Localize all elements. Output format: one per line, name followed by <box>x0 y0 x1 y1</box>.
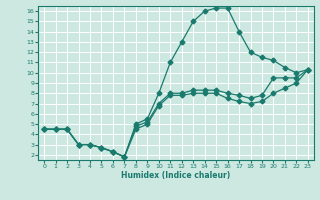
X-axis label: Humidex (Indice chaleur): Humidex (Indice chaleur) <box>121 171 231 180</box>
